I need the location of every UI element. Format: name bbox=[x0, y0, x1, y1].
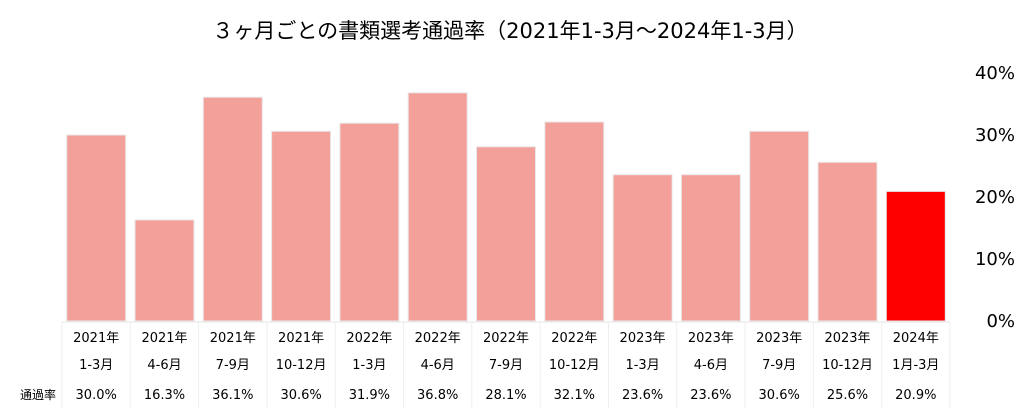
y-tick-label: 20% bbox=[975, 187, 1015, 208]
category-period-label: 7-9月 bbox=[762, 358, 796, 373]
value-label: 30.0% bbox=[76, 388, 117, 403]
value-label: 30.6% bbox=[759, 388, 800, 403]
value-label: 30.6% bbox=[280, 388, 321, 403]
bar-4 bbox=[271, 130, 332, 322]
category-period-label: 4-6月 bbox=[147, 358, 181, 373]
bar-1 bbox=[66, 134, 127, 322]
category-period-label: 7-9月 bbox=[216, 358, 250, 373]
data-table: 通過率 2021年 1-3月 30.0% 2021年 4-6月 16.3% 2021年 7-9月… bbox=[20, 321, 951, 408]
value-label: 25.6% bbox=[827, 388, 868, 403]
y-tick-label: 40% bbox=[975, 63, 1015, 84]
category-year-label: 2022年 bbox=[551, 331, 597, 346]
value-label: 32.1% bbox=[554, 388, 595, 403]
y-tick-label: 30% bbox=[975, 125, 1015, 146]
chart-title: ３ヶ月ごとの書類選考通過率（2021年1-3月〜2024年1-3月） bbox=[212, 19, 807, 43]
bar-13 bbox=[885, 190, 946, 322]
value-label: 23.6% bbox=[622, 388, 663, 403]
value-label: 31.9% bbox=[349, 388, 390, 403]
category-year-label: 2022年 bbox=[415, 331, 461, 346]
bar-5 bbox=[339, 122, 400, 322]
category-period-label: 10-12月 bbox=[276, 358, 327, 373]
bars-group bbox=[66, 92, 946, 322]
category-period-label: 1-3月 bbox=[625, 358, 659, 373]
bar-7 bbox=[476, 146, 536, 322]
category-period-label: 1-3月 bbox=[352, 358, 386, 373]
category-period-label: 4-6月 bbox=[421, 358, 455, 373]
value-label: 28.1% bbox=[485, 388, 526, 403]
y-tick-label: 0% bbox=[986, 311, 1015, 332]
bar-6 bbox=[407, 92, 468, 322]
value-label: 23.6% bbox=[690, 388, 731, 403]
bar-12 bbox=[817, 161, 878, 322]
value-label: 36.8% bbox=[417, 388, 458, 403]
y-tick-label: 10% bbox=[975, 249, 1015, 270]
category-year-label: 2023年 bbox=[824, 331, 870, 346]
bar-3 bbox=[202, 96, 263, 322]
y-axis: 0% 10% 20% 30% 40% bbox=[975, 63, 1015, 332]
category-period-label: 7-9月 bbox=[489, 358, 523, 373]
category-year-label: 2021年 bbox=[141, 331, 187, 346]
value-label: 20.9% bbox=[895, 388, 936, 403]
category-year-label: 2022年 bbox=[483, 331, 529, 346]
bar-8 bbox=[544, 121, 605, 322]
category-year-label: 2021年 bbox=[73, 331, 119, 346]
category-period-label: 1-3月 bbox=[79, 358, 113, 373]
category-year-label: 2021年 bbox=[278, 331, 324, 346]
bar-11 bbox=[749, 130, 810, 322]
table-row-label: 通過率 bbox=[20, 387, 56, 402]
category-year-label: 2023年 bbox=[756, 331, 802, 346]
category-year-label: 2022年 bbox=[346, 331, 392, 346]
category-period-label: 1月-3月 bbox=[892, 358, 939, 373]
category-period-label: 10-12月 bbox=[822, 358, 873, 373]
category-period-label: 10-12月 bbox=[549, 358, 600, 373]
category-year-label: 2021年 bbox=[210, 331, 256, 346]
category-year-label: 2024年 bbox=[893, 331, 939, 346]
bar-9 bbox=[612, 174, 673, 322]
category-year-label: 2023年 bbox=[688, 331, 734, 346]
value-label: 36.1% bbox=[212, 388, 253, 403]
category-period-label: 4-6月 bbox=[694, 358, 728, 373]
category-year-label: 2023年 bbox=[620, 331, 666, 346]
bar-10 bbox=[680, 174, 741, 322]
value-label: 16.3% bbox=[144, 388, 185, 403]
bar-2 bbox=[134, 219, 195, 322]
